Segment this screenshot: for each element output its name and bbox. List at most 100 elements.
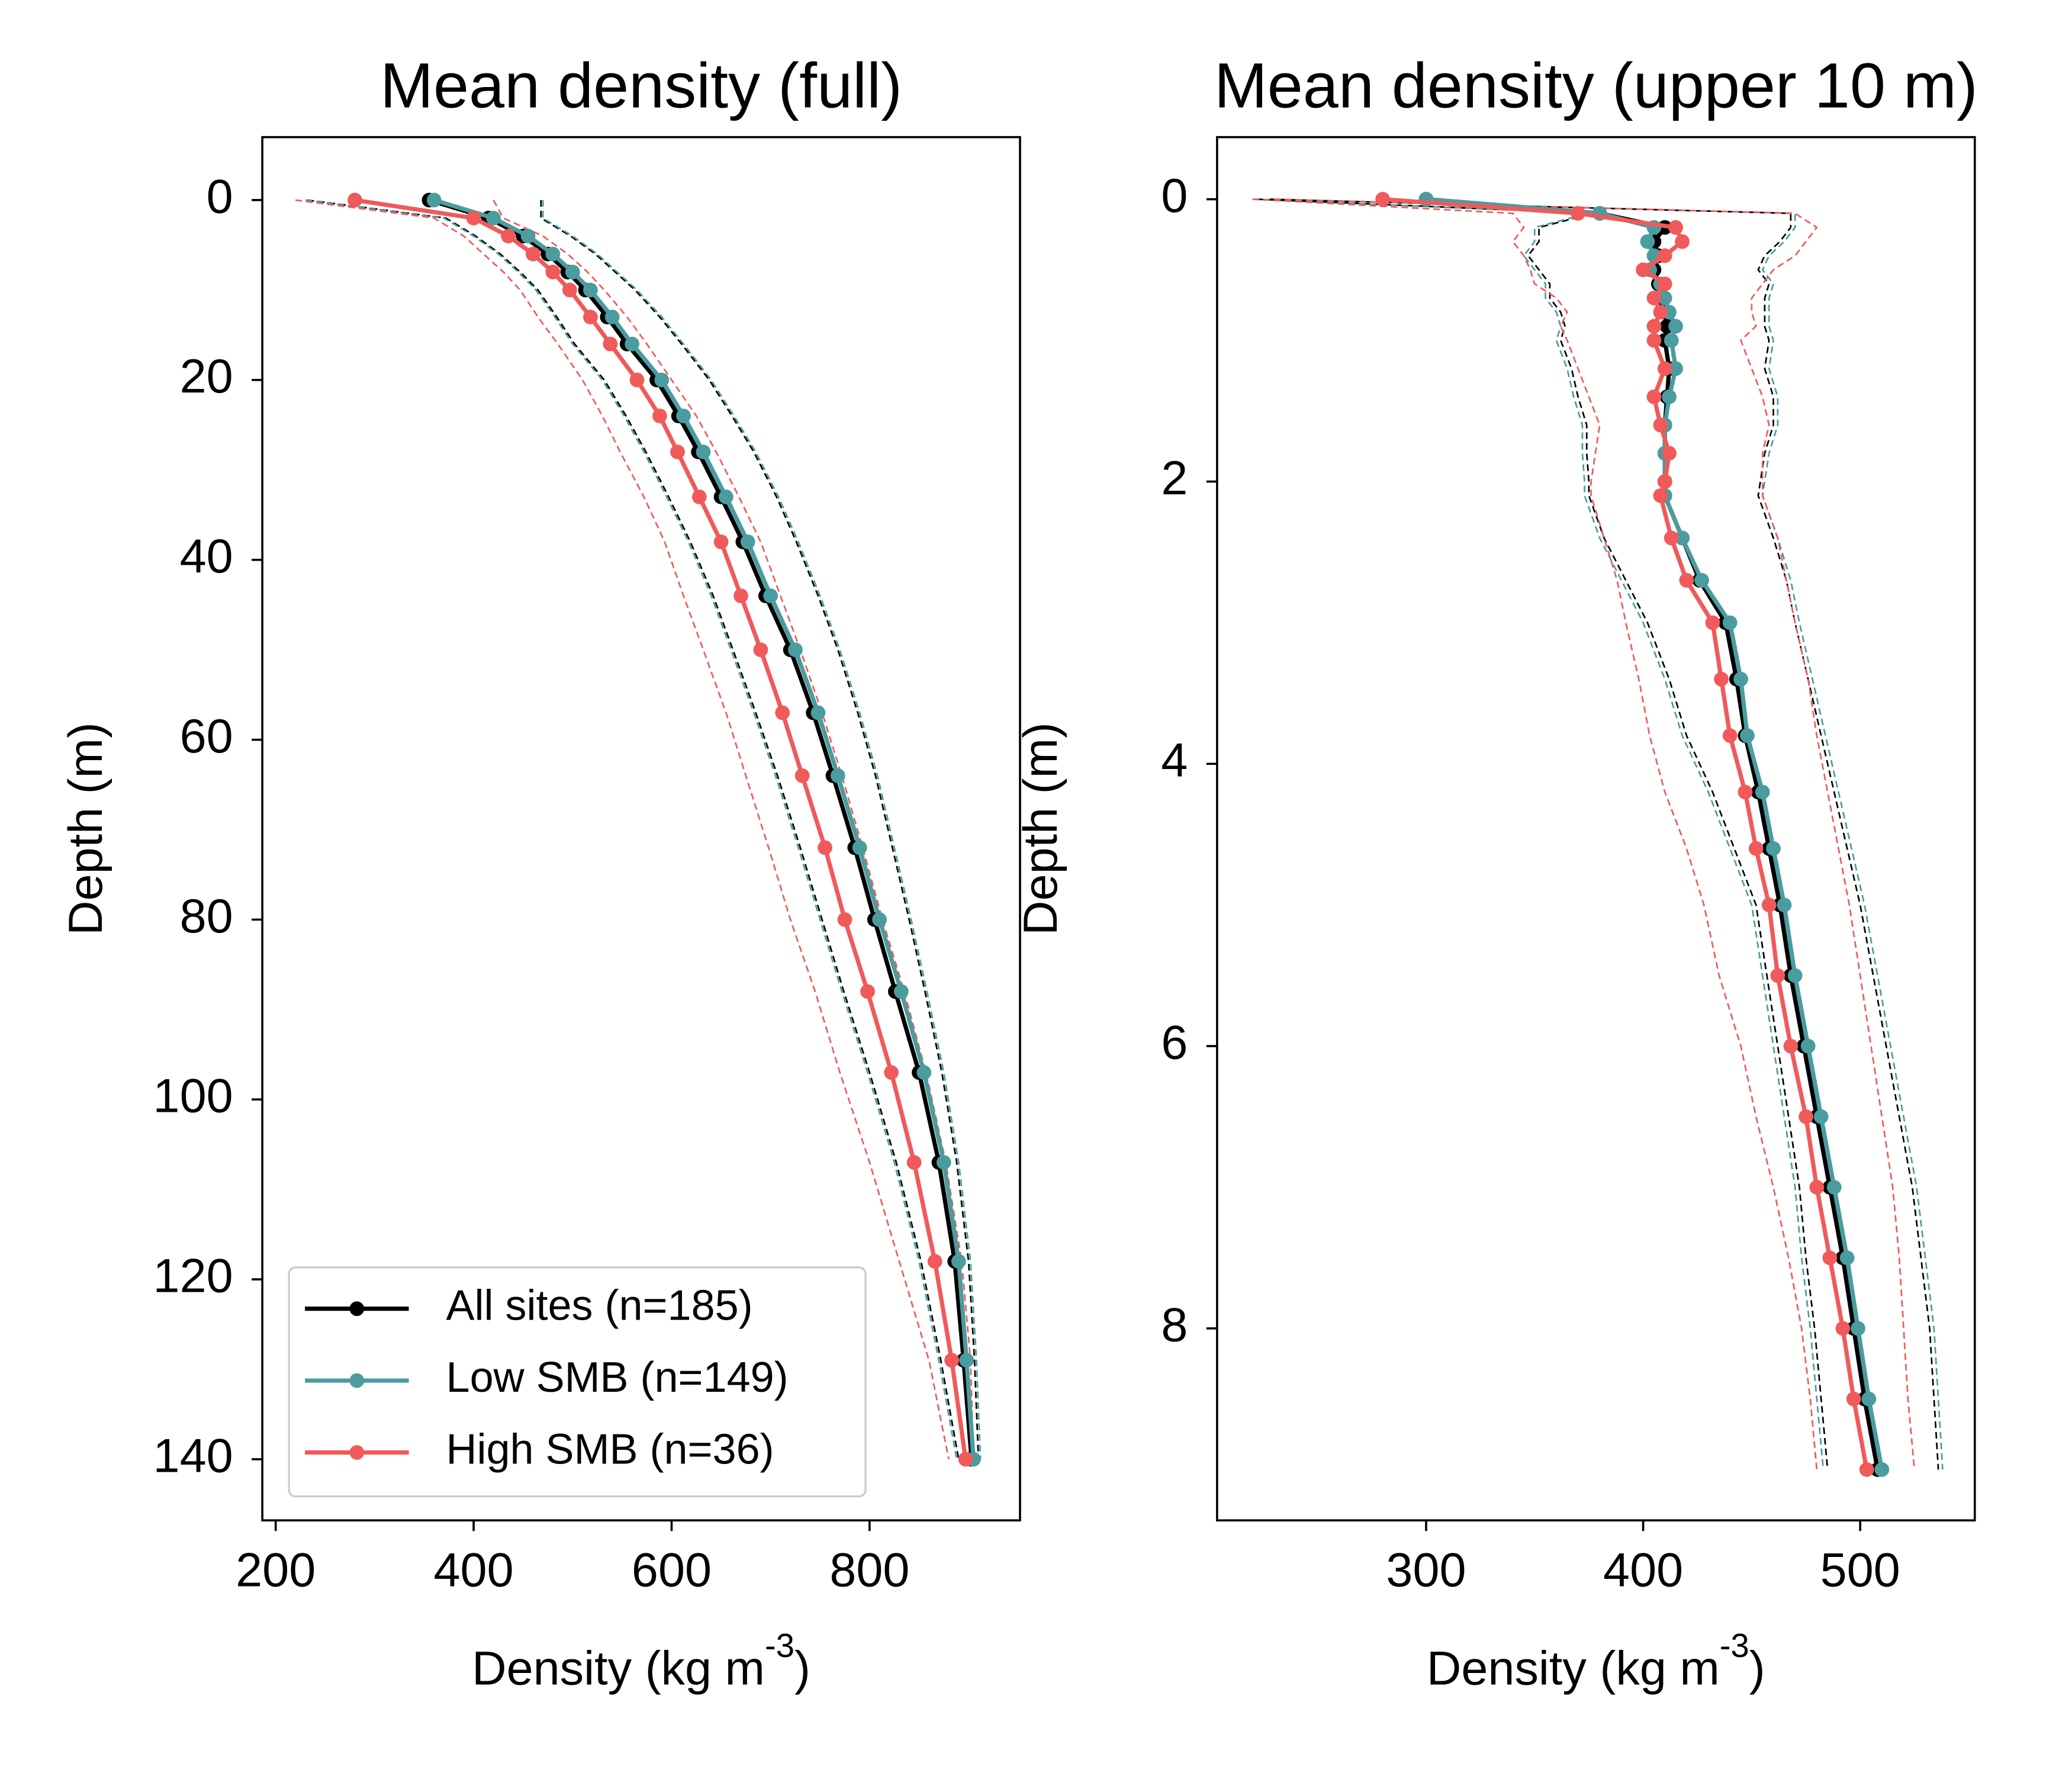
x-tick-label: 800	[829, 1544, 909, 1597]
marker	[1783, 1038, 1798, 1054]
marker	[1714, 671, 1729, 687]
y-axis-label: Depth (m)	[1014, 722, 1067, 935]
range-line	[295, 199, 950, 1460]
range-line	[1269, 198, 1939, 1470]
range-line	[1274, 198, 1944, 1470]
marker	[916, 1065, 932, 1080]
x-label-sup: -3	[765, 1627, 794, 1664]
marker	[818, 840, 833, 855]
marker	[696, 444, 711, 459]
marker	[1679, 572, 1694, 588]
marker	[1770, 968, 1785, 983]
marker	[629, 372, 645, 388]
marker	[1653, 417, 1668, 433]
marker	[1657, 291, 1672, 305]
marker	[1640, 234, 1655, 249]
marker	[1787, 968, 1803, 983]
y-tick-label: 4	[1161, 734, 1188, 787]
marker	[852, 840, 867, 855]
marker	[1809, 1180, 1825, 1195]
range-line	[1252, 198, 1818, 1470]
marker	[1653, 488, 1668, 503]
marker	[906, 1155, 922, 1170]
marker	[670, 444, 685, 459]
marker	[676, 408, 691, 423]
marker	[959, 1353, 974, 1368]
axes-frame	[1216, 136, 1976, 1522]
marker	[1646, 291, 1662, 305]
y-tick-label: 120	[153, 1249, 233, 1302]
axes-frame	[261, 136, 1021, 1522]
marker	[927, 1254, 942, 1269]
range-line	[305, 199, 958, 1460]
marker	[1646, 318, 1662, 334]
x-label-sup: -3	[1720, 1627, 1749, 1664]
marker	[719, 489, 733, 504]
legend-marker	[349, 1373, 365, 1388]
x-tick-label: 300	[1386, 1544, 1466, 1597]
marker	[652, 408, 667, 423]
y-axis-label: Depth (m)	[59, 722, 112, 935]
range-line	[542, 200, 982, 1459]
range-line	[1256, 198, 1829, 1470]
marker	[1738, 784, 1753, 800]
y-tick-label: 100	[153, 1070, 233, 1123]
plot-area: 300 400 500 0 2 4 6 8 Mean density (upper 10 m) D…	[1014, 49, 1978, 1695]
chart-title: Mean density (full)	[380, 49, 902, 121]
y-tick-label: 2	[1161, 452, 1188, 505]
marker	[1755, 784, 1770, 800]
chart-title: Mean density (upper 10 m)	[1214, 49, 1978, 121]
marker	[1646, 389, 1662, 404]
range-line	[493, 200, 974, 1459]
marker	[1668, 318, 1683, 334]
marker	[625, 336, 639, 352]
marker	[1657, 248, 1672, 263]
range-line	[540, 200, 980, 1459]
x-label-text: )	[794, 1642, 810, 1695]
marker	[1571, 206, 1585, 221]
marker	[1859, 1462, 1874, 1477]
marker	[1766, 841, 1781, 856]
x-label-text: Density (kg m	[1427, 1642, 1720, 1695]
y-tick-label: 8	[1161, 1298, 1188, 1352]
marker	[486, 210, 501, 226]
marker	[583, 310, 598, 324]
marker	[753, 642, 768, 657]
legend-label: High SMB (n=36)	[446, 1426, 774, 1473]
marker	[1662, 389, 1677, 404]
y-tick-label: 0	[207, 170, 233, 223]
marker	[1733, 671, 1748, 687]
marker	[691, 489, 707, 504]
marker	[1657, 361, 1672, 377]
marker	[348, 192, 362, 208]
marker	[1675, 234, 1690, 249]
marker	[1748, 841, 1764, 856]
marker	[1657, 276, 1672, 291]
marker	[604, 310, 620, 324]
marker	[1839, 1250, 1855, 1266]
marker	[1822, 1250, 1838, 1266]
x-tick-label: 200	[236, 1544, 316, 1597]
marker	[1646, 333, 1662, 348]
plot-area: 200 400 600 800 0 20 40 60 80 100 120 140 Mean densi…	[59, 49, 1021, 1695]
marker	[958, 1452, 973, 1467]
range-line	[1252, 198, 1825, 1470]
marker	[837, 912, 852, 927]
marker	[1722, 728, 1738, 743]
marker	[860, 984, 875, 999]
series-group	[1252, 192, 1944, 1477]
marker	[1375, 192, 1391, 207]
marker	[872, 912, 887, 927]
marker	[603, 336, 618, 352]
y-tick-label: 80	[180, 890, 233, 943]
marker	[944, 1353, 960, 1368]
range-line	[307, 199, 960, 1460]
marker	[884, 1065, 899, 1080]
marker	[1664, 333, 1679, 348]
marker	[1861, 1391, 1877, 1407]
series-group	[295, 192, 982, 1467]
marker	[1636, 262, 1650, 278]
marker	[1846, 1391, 1861, 1407]
marker	[562, 282, 577, 298]
